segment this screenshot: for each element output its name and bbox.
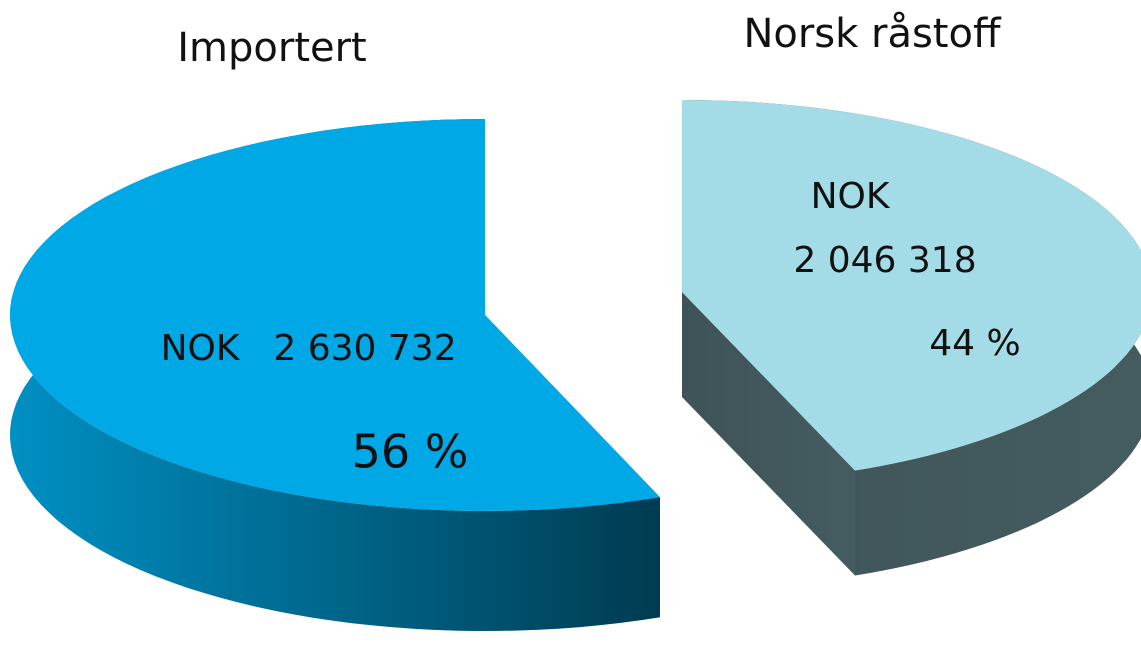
amount-label: 2 630 732 bbox=[273, 328, 456, 369]
slice bbox=[10, 119, 660, 511]
slice-title: Importert bbox=[177, 25, 367, 71]
slice-title: Norsk råstoff bbox=[743, 11, 1002, 57]
percent-label: 44 % bbox=[929, 323, 1020, 364]
pie bbox=[10, 100, 1141, 631]
slice-side-shade bbox=[682, 292, 855, 576]
currency-label: NOK bbox=[811, 176, 891, 217]
slice bbox=[682, 100, 1141, 471]
currency-label: NOK bbox=[161, 328, 241, 369]
amount-label: 2 046 318 bbox=[793, 240, 976, 281]
percent-label: 56 % bbox=[352, 425, 469, 479]
